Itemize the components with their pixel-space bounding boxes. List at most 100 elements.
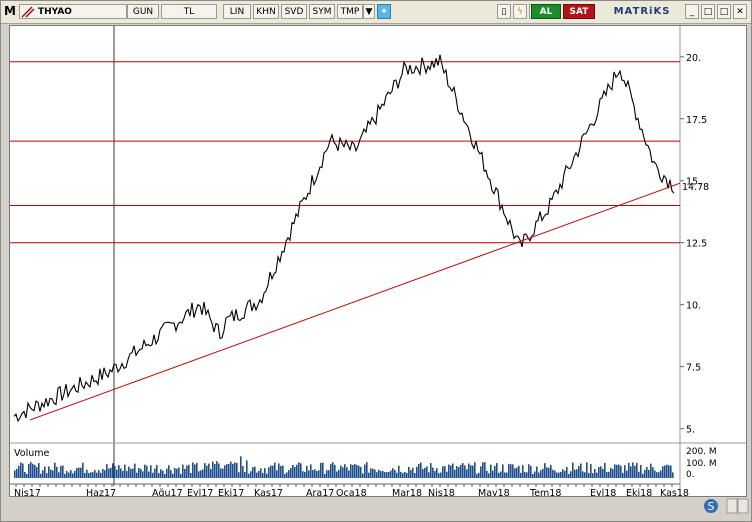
volume-bar bbox=[632, 462, 634, 478]
volume-bar bbox=[256, 472, 258, 478]
volume-bar bbox=[264, 468, 266, 478]
volume-bar bbox=[312, 469, 314, 478]
volume-bar bbox=[306, 465, 308, 478]
volume-bar bbox=[614, 464, 616, 478]
volume-bar bbox=[38, 463, 40, 478]
close-icon[interactable]: ✕ bbox=[733, 4, 747, 19]
volume-bar bbox=[440, 472, 442, 478]
volume-bar bbox=[472, 465, 474, 478]
volume-bar bbox=[356, 465, 358, 478]
khn-button[interactable]: KHN bbox=[253, 4, 279, 19]
volume-bar bbox=[246, 460, 248, 478]
volume-bar bbox=[518, 465, 520, 478]
volume-bar bbox=[156, 464, 158, 478]
app-logo[interactable]: M bbox=[4, 4, 16, 18]
volume-bar bbox=[500, 471, 502, 478]
volume-bar bbox=[324, 473, 326, 478]
volume-bar bbox=[268, 467, 270, 478]
volume-bar bbox=[328, 470, 330, 478]
volume-bar bbox=[438, 473, 440, 478]
volume-bar bbox=[164, 473, 166, 478]
volume-bar bbox=[44, 466, 46, 478]
volume-bar bbox=[450, 465, 452, 478]
volume-bar bbox=[28, 463, 30, 478]
volume-bar bbox=[68, 472, 70, 478]
volume-bar bbox=[208, 463, 210, 478]
volume-bar bbox=[250, 471, 252, 478]
lightning-icon[interactable]: ϟ bbox=[513, 4, 527, 19]
restore-icon[interactable]: □ bbox=[701, 4, 715, 19]
volume-bar bbox=[398, 465, 400, 478]
chart-area[interactable]: 20. 17.5 15. 12.5 10. 7.5 5. 14.78 Volume 200. M 1… bbox=[9, 25, 747, 497]
volume-bar bbox=[562, 469, 564, 478]
svg-text:S: S bbox=[708, 500, 715, 513]
volume-bar bbox=[418, 463, 420, 478]
scroll-right-button bbox=[737, 498, 749, 514]
last-price-label: 14.78 bbox=[682, 182, 709, 193]
volume-bar bbox=[424, 467, 426, 478]
volume-bar bbox=[242, 466, 244, 478]
volume-bar bbox=[612, 469, 614, 478]
volume-bar bbox=[36, 467, 38, 478]
x-tick-label: Nis17 bbox=[14, 488, 41, 496]
volume-bar bbox=[350, 464, 352, 478]
volume-bar bbox=[128, 466, 130, 478]
sym-button[interactable]: SYM bbox=[309, 4, 335, 19]
volume-bar bbox=[134, 463, 136, 478]
volume-bar bbox=[470, 465, 472, 478]
volume-bar bbox=[222, 468, 224, 478]
volume-bar bbox=[138, 468, 140, 478]
volume-bar bbox=[618, 464, 620, 478]
volume-bar bbox=[616, 464, 618, 478]
currency-button[interactable]: TL bbox=[161, 4, 217, 19]
volume-bar bbox=[290, 467, 292, 478]
x-tick-label: Oca18 bbox=[336, 488, 367, 496]
volume-bar bbox=[308, 470, 310, 478]
volume-bar bbox=[102, 469, 104, 478]
maximize-icon[interactable]: □ bbox=[717, 4, 731, 19]
tmp-button[interactable]: TMP bbox=[337, 4, 363, 19]
x-tick-label: Eki18 bbox=[626, 488, 652, 496]
sell-button[interactable]: SAT bbox=[563, 4, 595, 19]
scale-button[interactable]: LIN bbox=[223, 4, 251, 19]
volume-bar bbox=[278, 463, 280, 478]
svd-button[interactable]: SVD bbox=[281, 4, 307, 19]
volume-bar bbox=[262, 472, 264, 478]
volume-bar bbox=[432, 467, 434, 478]
volume-bar bbox=[66, 471, 68, 478]
volume-bar bbox=[330, 464, 332, 478]
volume-bar bbox=[396, 472, 398, 478]
volume-bar bbox=[578, 466, 580, 478]
volume-bar bbox=[576, 469, 578, 478]
volume-bar bbox=[26, 473, 28, 478]
volume-bar bbox=[344, 464, 346, 478]
volume-bar bbox=[56, 466, 58, 478]
volume-bar bbox=[124, 464, 126, 478]
volume-bar bbox=[420, 462, 422, 478]
volume-bar bbox=[414, 473, 416, 478]
volume-bar bbox=[316, 471, 318, 478]
volume-bar bbox=[658, 472, 660, 478]
volume-bar bbox=[62, 465, 64, 478]
expand-icon[interactable]: ▯ bbox=[497, 4, 511, 19]
volume-bar bbox=[224, 465, 226, 478]
volume-bar bbox=[52, 470, 54, 478]
symbol-field[interactable]: THYAO bbox=[19, 4, 127, 19]
volume-bar bbox=[638, 471, 640, 478]
volume-bar bbox=[594, 468, 596, 478]
volume-bar bbox=[220, 468, 222, 478]
x-tick-label: Eyl17 bbox=[187, 488, 213, 496]
volume-bar bbox=[150, 465, 152, 478]
dropdown-icon[interactable]: ▼ bbox=[363, 4, 375, 19]
minimize-icon[interactable]: _ bbox=[685, 4, 699, 19]
volume-bar bbox=[190, 472, 192, 478]
volume-bar bbox=[260, 468, 262, 478]
period-button[interactable]: GUN bbox=[127, 4, 159, 19]
buy-button[interactable]: AL bbox=[531, 4, 561, 19]
volume-bar bbox=[86, 469, 88, 478]
x-tick-label: Ağu17 bbox=[152, 488, 183, 496]
volume-bar bbox=[466, 469, 468, 478]
twitter-icon[interactable]: ✦ bbox=[377, 4, 391, 19]
volume-bar bbox=[72, 473, 74, 478]
